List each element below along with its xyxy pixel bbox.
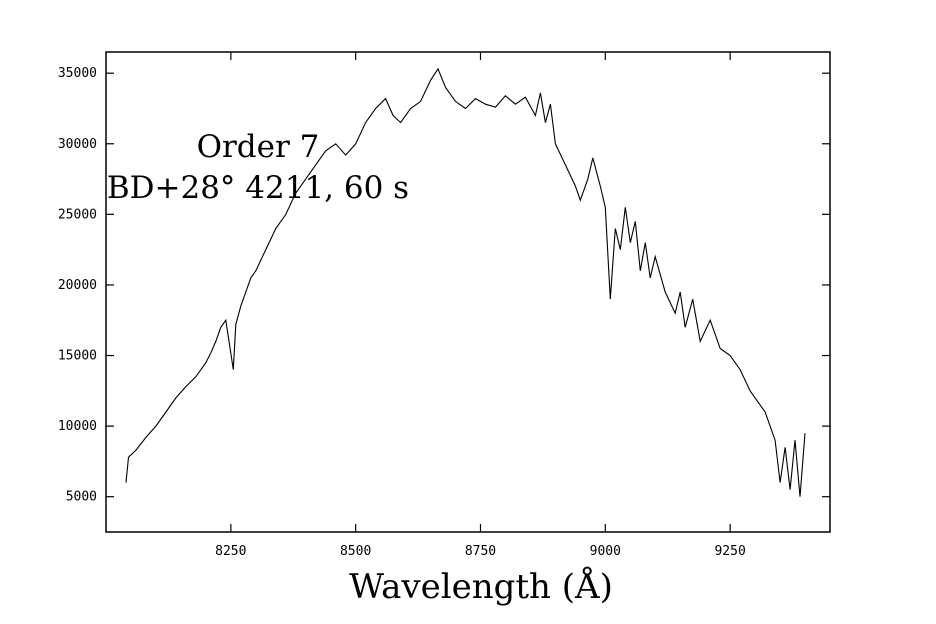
x-axis-label: Wavelength (Å): [349, 566, 613, 607]
axis-ticks: [106, 52, 830, 532]
y-tick-label: 25000: [58, 207, 97, 222]
x-tick-label: 8750: [465, 544, 496, 559]
y-tick-label: 30000: [58, 137, 97, 152]
plot-frame: [105, 51, 831, 533]
y-tick-label: 35000: [58, 66, 97, 81]
y-tick-label: 15000: [58, 349, 97, 364]
x-tick-label: 9000: [590, 544, 621, 559]
y-tick-label: 5000: [66, 490, 97, 505]
x-tick-label: 9250: [714, 544, 745, 559]
x-tick-label: 8250: [215, 544, 246, 559]
y-tick-label: 20000: [58, 278, 97, 293]
x-tick-label: 8500: [340, 544, 371, 559]
x-tick-labels: 8250 8500 8750 9000 9250: [215, 544, 746, 559]
spectrum-line: [125, 67, 806, 497]
y-tick-label: 10000: [58, 419, 97, 434]
order-annotation: Order 7: [197, 129, 320, 165]
y-tick-labels: 5000 10000 15000 20000 25000 30000 35000: [58, 66, 97, 505]
star-annotation: BD+28° 4211, 60 s: [107, 170, 409, 206]
